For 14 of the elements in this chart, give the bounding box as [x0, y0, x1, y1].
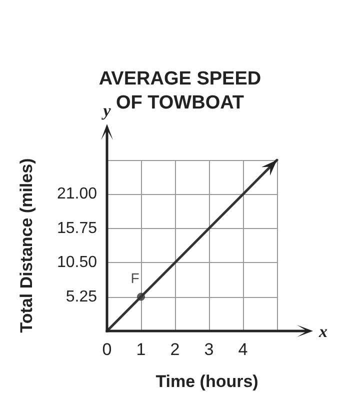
- x-tick-label: 2: [170, 340, 180, 359]
- y-tick-label: 10.50: [56, 254, 98, 272]
- x-tick-label: 1: [136, 340, 146, 359]
- text: x: [318, 322, 328, 341]
- line-series: [106, 158, 278, 332]
- y-axis-title: Total Distance (miles): [17, 158, 36, 333]
- x-tick-label: 4: [238, 340, 248, 359]
- data-label: F: [130, 270, 140, 286]
- x-tick-label: 0: [102, 340, 112, 359]
- x-tick-label: 3: [204, 340, 214, 359]
- y-tick-label: 5.25: [66, 288, 98, 306]
- x-axis-title: Time (hours): [156, 372, 258, 391]
- y-tick-label: 21.00: [56, 186, 98, 203]
- y-tick-label: 15.75: [56, 220, 98, 237]
